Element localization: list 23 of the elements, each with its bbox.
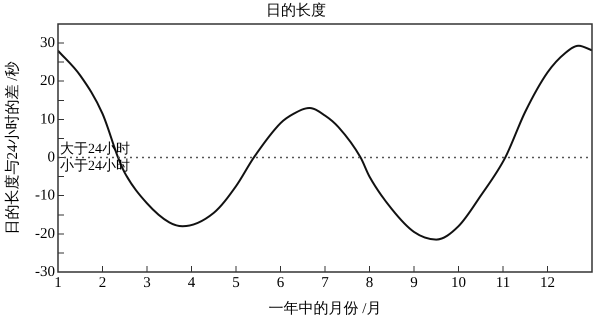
x-tick-label: 1 — [54, 274, 62, 291]
x-tick-label: 2 — [98, 274, 106, 291]
line-series — [58, 44, 592, 241]
y-tick-label: -30 — [34, 264, 55, 280]
y-tick-label: -10 — [34, 188, 55, 204]
x-tick-label: 7 — [321, 274, 330, 291]
x-tick-label: 8 — [366, 274, 374, 291]
x-tick-label: 5 — [232, 274, 240, 291]
x-tick-label: 12 — [540, 274, 555, 291]
y-tick-label: -20 — [34, 226, 55, 242]
chart-title: 日的长度 — [266, 2, 326, 19]
y-tick-label: 10 — [40, 111, 55, 128]
y-axis-title: 日的长度与24小时的差 /秒 — [4, 62, 21, 234]
x-tick-label: 3 — [143, 274, 151, 291]
y-tick-label: 0 — [47, 149, 55, 166]
y-tick-label: 30 — [40, 35, 55, 52]
x-tick-label: 10 — [451, 274, 466, 291]
x-axis-title: 一年中的月份 /月 — [268, 300, 382, 317]
x-tick-label: 4 — [188, 274, 196, 291]
y-tick-label: 20 — [40, 73, 55, 90]
x-tick-label: 6 — [276, 274, 285, 291]
x-tick-label: 11 — [496, 274, 510, 291]
x-tick-label: 9 — [410, 274, 418, 291]
